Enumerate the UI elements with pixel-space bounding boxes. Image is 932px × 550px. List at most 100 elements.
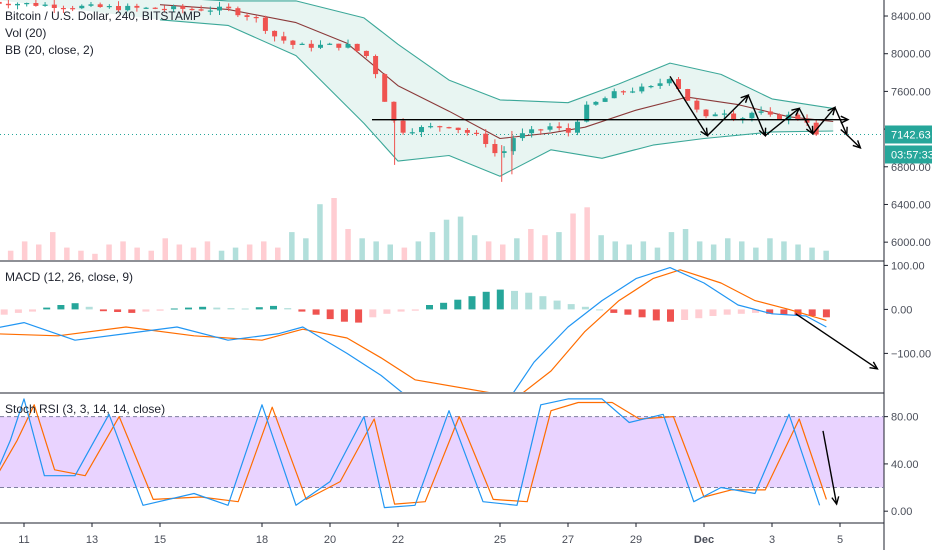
candle-body [749, 112, 755, 119]
stoch-trend-arrow [822, 430, 838, 505]
support-line-arrow-head [840, 115, 850, 124]
x-axis-label: 13 [86, 534, 98, 546]
volume-bar [710, 244, 717, 260]
x-axis-label: 22 [392, 534, 404, 546]
candle-body [483, 133, 489, 144]
volume-bar [275, 247, 281, 260]
macd-histogram-bar [667, 309, 674, 322]
stoch-trend-arrow-head [831, 496, 840, 506]
candle-body [538, 129, 544, 131]
candle-body [60, 8, 66, 10]
candle-body [565, 128, 571, 133]
volume-bar [373, 241, 379, 260]
price-zigzag-arrow [834, 107, 848, 136]
candle-body [106, 6, 112, 8]
bollinger-indicator-label: BB (20, close, 2) [5, 43, 94, 57]
macd-signal-line [0, 269, 827, 392]
bollinger-upper-band [201, 0, 834, 109]
candle-body [336, 43, 342, 48]
macd-histogram-bar [553, 300, 561, 310]
volume-bar [64, 247, 70, 260]
macd-histogram-bar [241, 308, 249, 310]
macd-histogram-bar [298, 309, 306, 312]
macd-histogram-bar [426, 305, 433, 310]
candle-body [611, 91, 617, 99]
macd-histogram-bar [723, 309, 731, 315]
candle-body [79, 5, 85, 9]
volume-bar [471, 235, 478, 260]
volume-bar [626, 244, 632, 260]
candle-body [464, 130, 470, 133]
candle-body [740, 118, 746, 120]
candle-body [345, 43, 351, 48]
volume-bar [176, 244, 183, 260]
candle-body [446, 127, 452, 129]
x-axis-label: 11 [18, 534, 29, 546]
candle-body [363, 50, 369, 56]
volume-bar [50, 232, 56, 260]
candle-body [244, 15, 250, 17]
volume-bar [190, 247, 197, 260]
volume-bar [795, 244, 801, 260]
price-axis-label: 8000.00 [891, 49, 931, 61]
macd-histogram-bar [780, 309, 788, 315]
candle-body [235, 8, 241, 16]
candle-body [134, 5, 140, 8]
macd-histogram-bar [227, 308, 235, 310]
candle-body [125, 5, 131, 11]
x-axis-label: Dec [694, 534, 714, 546]
candle-body [767, 111, 773, 115]
candle-body [694, 100, 700, 110]
price-zigzag-arrow [812, 106, 836, 135]
volume-bar [514, 238, 520, 260]
macd-histogram-bar [581, 306, 589, 310]
candle-body [51, 4, 57, 8]
volume-bar [668, 232, 675, 260]
candle-body [666, 79, 672, 84]
volume-bar [500, 244, 506, 260]
macd-histogram-bar [270, 305, 277, 310]
x-axis-label: 5 [837, 534, 843, 546]
macd-histogram-bar [312, 309, 320, 315]
price-axis-label: 8400.00 [891, 11, 931, 23]
volume-bar [823, 250, 829, 260]
candle-body [630, 91, 636, 93]
price-axis-label: 7600.00 [891, 86, 931, 98]
candle-body [400, 120, 406, 133]
volume-bar [21, 241, 28, 260]
volume-bar [7, 250, 14, 260]
volume-bar [345, 229, 351, 260]
macd-histogram-bar [737, 309, 745, 314]
candle-body [327, 43, 333, 45]
candle-body [97, 4, 103, 7]
candle-body [262, 17, 268, 31]
macd-histogram-bar [128, 309, 136, 313]
volume-indicator-label: Vol (20) [5, 26, 46, 40]
candle-body [721, 113, 727, 115]
candle-body [180, 6, 186, 9]
macd-histogram-bar [567, 304, 575, 310]
price-axis-label: 6000.00 [891, 237, 931, 249]
macd-axis-label: 0.00 [891, 304, 912, 316]
volume-bar [781, 241, 787, 260]
macd-histogram-bar [284, 308, 292, 310]
volume-bar [204, 241, 211, 260]
candle-body [116, 6, 121, 11]
candle-body [813, 122, 819, 135]
macd-histogram-bar [170, 308, 178, 310]
volume-bar [654, 247, 661, 260]
volume-bar [218, 250, 225, 260]
price-zigzag-arrow [669, 75, 708, 137]
volume-bar [584, 207, 590, 260]
macd-histogram-bar [85, 306, 93, 310]
macd-histogram-bar [114, 309, 122, 312]
candle-body [290, 40, 296, 45]
x-axis-label: 29 [630, 534, 642, 546]
volume-bar [148, 250, 154, 260]
bollinger-band-fill [0, 0, 834, 177]
macd-histogram-bar [482, 291, 490, 310]
price-zigzag-arrow-head [852, 140, 862, 150]
chart-title: Bitcoin / U.S. Dollar, 240, BITSTAMP [5, 9, 201, 23]
volume-bar [809, 247, 815, 260]
